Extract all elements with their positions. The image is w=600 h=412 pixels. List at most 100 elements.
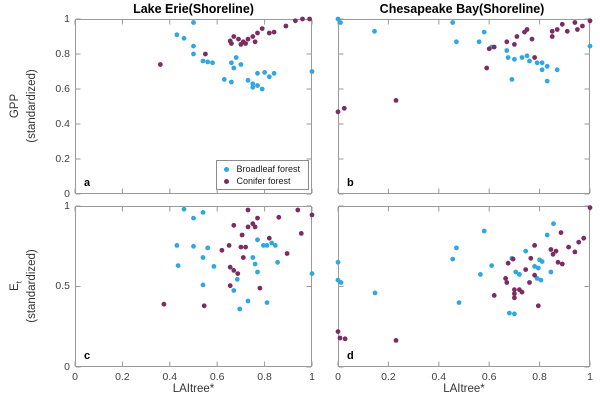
data-point-broadleaf	[554, 67, 560, 73]
data-point-conifer	[550, 251, 556, 257]
x-tick-label: 0.4	[162, 371, 178, 383]
data-point-conifer	[587, 205, 593, 210]
data-point-conifer	[309, 212, 315, 218]
plot-box	[338, 19, 590, 194]
plot-box	[75, 206, 312, 367]
data-point-conifer	[486, 46, 492, 52]
data-point-conifer	[581, 235, 587, 241]
data-point-broadleaf	[507, 310, 512, 316]
data-point-conifer	[226, 243, 232, 248]
data-point-conifer	[271, 29, 277, 35]
data-point-broadleaf	[250, 255, 256, 260]
data-point-conifer	[335, 109, 341, 115]
data-point-conifer	[524, 27, 530, 32]
data-point-conifer	[558, 230, 564, 235]
data-point-conifer	[227, 283, 233, 289]
data-point-broadleaf	[450, 256, 456, 262]
data-point-conifer	[576, 239, 582, 245]
data-point-broadleaf	[456, 300, 462, 305]
data-point-conifer	[512, 42, 517, 47]
y-tick-label: 0	[64, 187, 70, 200]
legend-label-conifer: Conifer forest	[236, 176, 291, 186]
data-point-broadleaf	[476, 39, 482, 45]
data-point-conifer	[239, 232, 245, 238]
data-point-broadleaf	[519, 55, 525, 60]
data-point-conifer	[532, 272, 537, 278]
panel-letter-a: a	[84, 177, 91, 189]
y-tick-label: 1	[64, 12, 70, 25]
data-point-broadleaf	[211, 264, 217, 269]
data-point-conifer	[229, 41, 234, 46]
data-point-broadleaf	[264, 243, 270, 248]
data-point-broadleaf	[535, 265, 541, 271]
x-tick-label: 1	[587, 371, 593, 383]
data-point-broadleaf	[191, 243, 196, 249]
data-point-broadleaf	[200, 255, 206, 260]
data-point-broadleaf	[200, 210, 206, 215]
data-point-broadleaf	[174, 243, 180, 248]
data-point-conifer	[512, 291, 517, 297]
data-point-conifer	[266, 235, 272, 241]
data-point-conifer	[227, 264, 233, 270]
data-point-conifer	[201, 303, 207, 309]
data-point-broadleaf	[512, 311, 517, 317]
x-tick-label: 1	[309, 371, 315, 383]
data-point-broadleaf	[264, 300, 270, 305]
data-point-conifer	[555, 259, 561, 265]
data-point-conifer	[337, 335, 343, 341]
scatter-panel-b: b	[335, 16, 593, 195]
data-point-broadleaf	[231, 288, 237, 293]
data-point-conifer	[393, 338, 399, 343]
data-point-broadleaf	[544, 232, 550, 238]
data-point-conifer	[491, 293, 497, 298]
panel-letter-b: b	[347, 177, 354, 189]
data-point-conifer	[255, 30, 260, 36]
data-point-broadleaf	[335, 259, 341, 265]
data-point-broadleaf	[338, 280, 344, 285]
data-point-broadleaf	[505, 55, 511, 60]
data-point-conifer	[484, 65, 490, 71]
data-point-broadleaf	[210, 60, 215, 66]
data-point-conifer	[572, 20, 578, 25]
data-point-broadleaf	[523, 248, 529, 254]
data-point-broadleaf	[238, 62, 244, 67]
y-tick-label: 0.6	[55, 82, 70, 95]
panel-letter-d: d	[347, 350, 354, 362]
legend-item-conifer: Conifer forest	[224, 176, 300, 186]
data-point-conifer	[553, 248, 559, 254]
x-tick-label: 0.6	[209, 371, 225, 383]
data-point-broadleaf	[587, 43, 593, 49]
y-axis-label-et-line2: (standardized)	[25, 249, 38, 323]
data-point-broadleaf	[309, 271, 315, 276]
data-point-broadleaf	[237, 306, 243, 312]
data-point-conifer	[245, 36, 251, 42]
data-point-conifer	[266, 30, 272, 36]
scatter-panel-d: d LAItree* 0 0.2 0.4 0.6 0.8 1	[335, 205, 593, 395]
data-point-broadleaf	[255, 269, 260, 275]
data-point-broadleaf	[272, 243, 278, 248]
data-point-broadleaf	[266, 74, 272, 80]
data-point-broadleaf	[309, 69, 315, 74]
data-point-broadleaf	[275, 259, 280, 265]
data-point-broadleaf	[517, 272, 522, 277]
data-point-conifer	[219, 247, 225, 253]
data-point-conifer	[295, 207, 301, 213]
data-point-conifer	[300, 16, 305, 22]
y-tick-label: 0.5	[55, 280, 70, 292]
data-point-conifer	[307, 16, 312, 22]
data-point-conifer	[523, 267, 529, 272]
data-point-broadleaf	[539, 60, 545, 66]
plot-box	[338, 206, 590, 367]
data-point-broadleaf	[205, 59, 211, 65]
data-point-conifer	[587, 18, 593, 24]
data-point-broadleaf	[539, 67, 545, 73]
data-point-conifer	[161, 301, 167, 307]
data-point-conifer	[512, 287, 517, 293]
data-point-conifer	[504, 39, 510, 45]
y-tick-label: 0.4	[55, 117, 70, 130]
panel-a-title: Lake Erie(Shoreline)	[133, 2, 254, 16]
data-point-conifer	[504, 280, 510, 285]
data-point-conifer	[532, 55, 537, 60]
data-point-conifer	[284, 251, 290, 256]
data-point-conifer	[245, 207, 251, 213]
